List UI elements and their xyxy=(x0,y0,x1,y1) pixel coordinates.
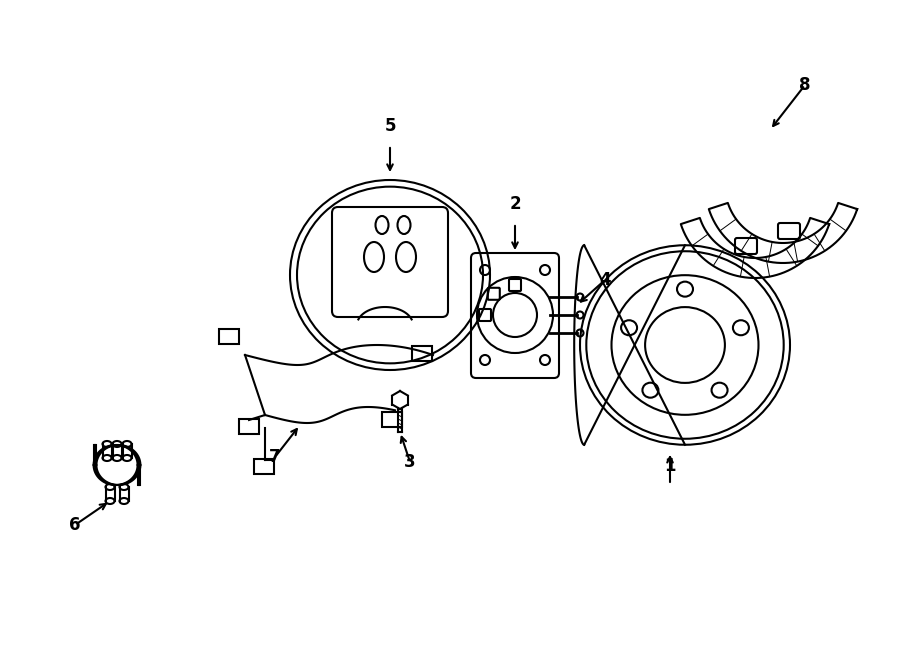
Text: 8: 8 xyxy=(799,76,811,94)
Text: 1: 1 xyxy=(664,457,676,475)
Text: 2: 2 xyxy=(509,195,521,213)
Text: 3: 3 xyxy=(404,453,416,471)
Text: 5: 5 xyxy=(384,117,396,135)
Text: 7: 7 xyxy=(269,448,281,466)
Text: 4: 4 xyxy=(599,271,611,289)
Text: 6: 6 xyxy=(69,516,81,534)
